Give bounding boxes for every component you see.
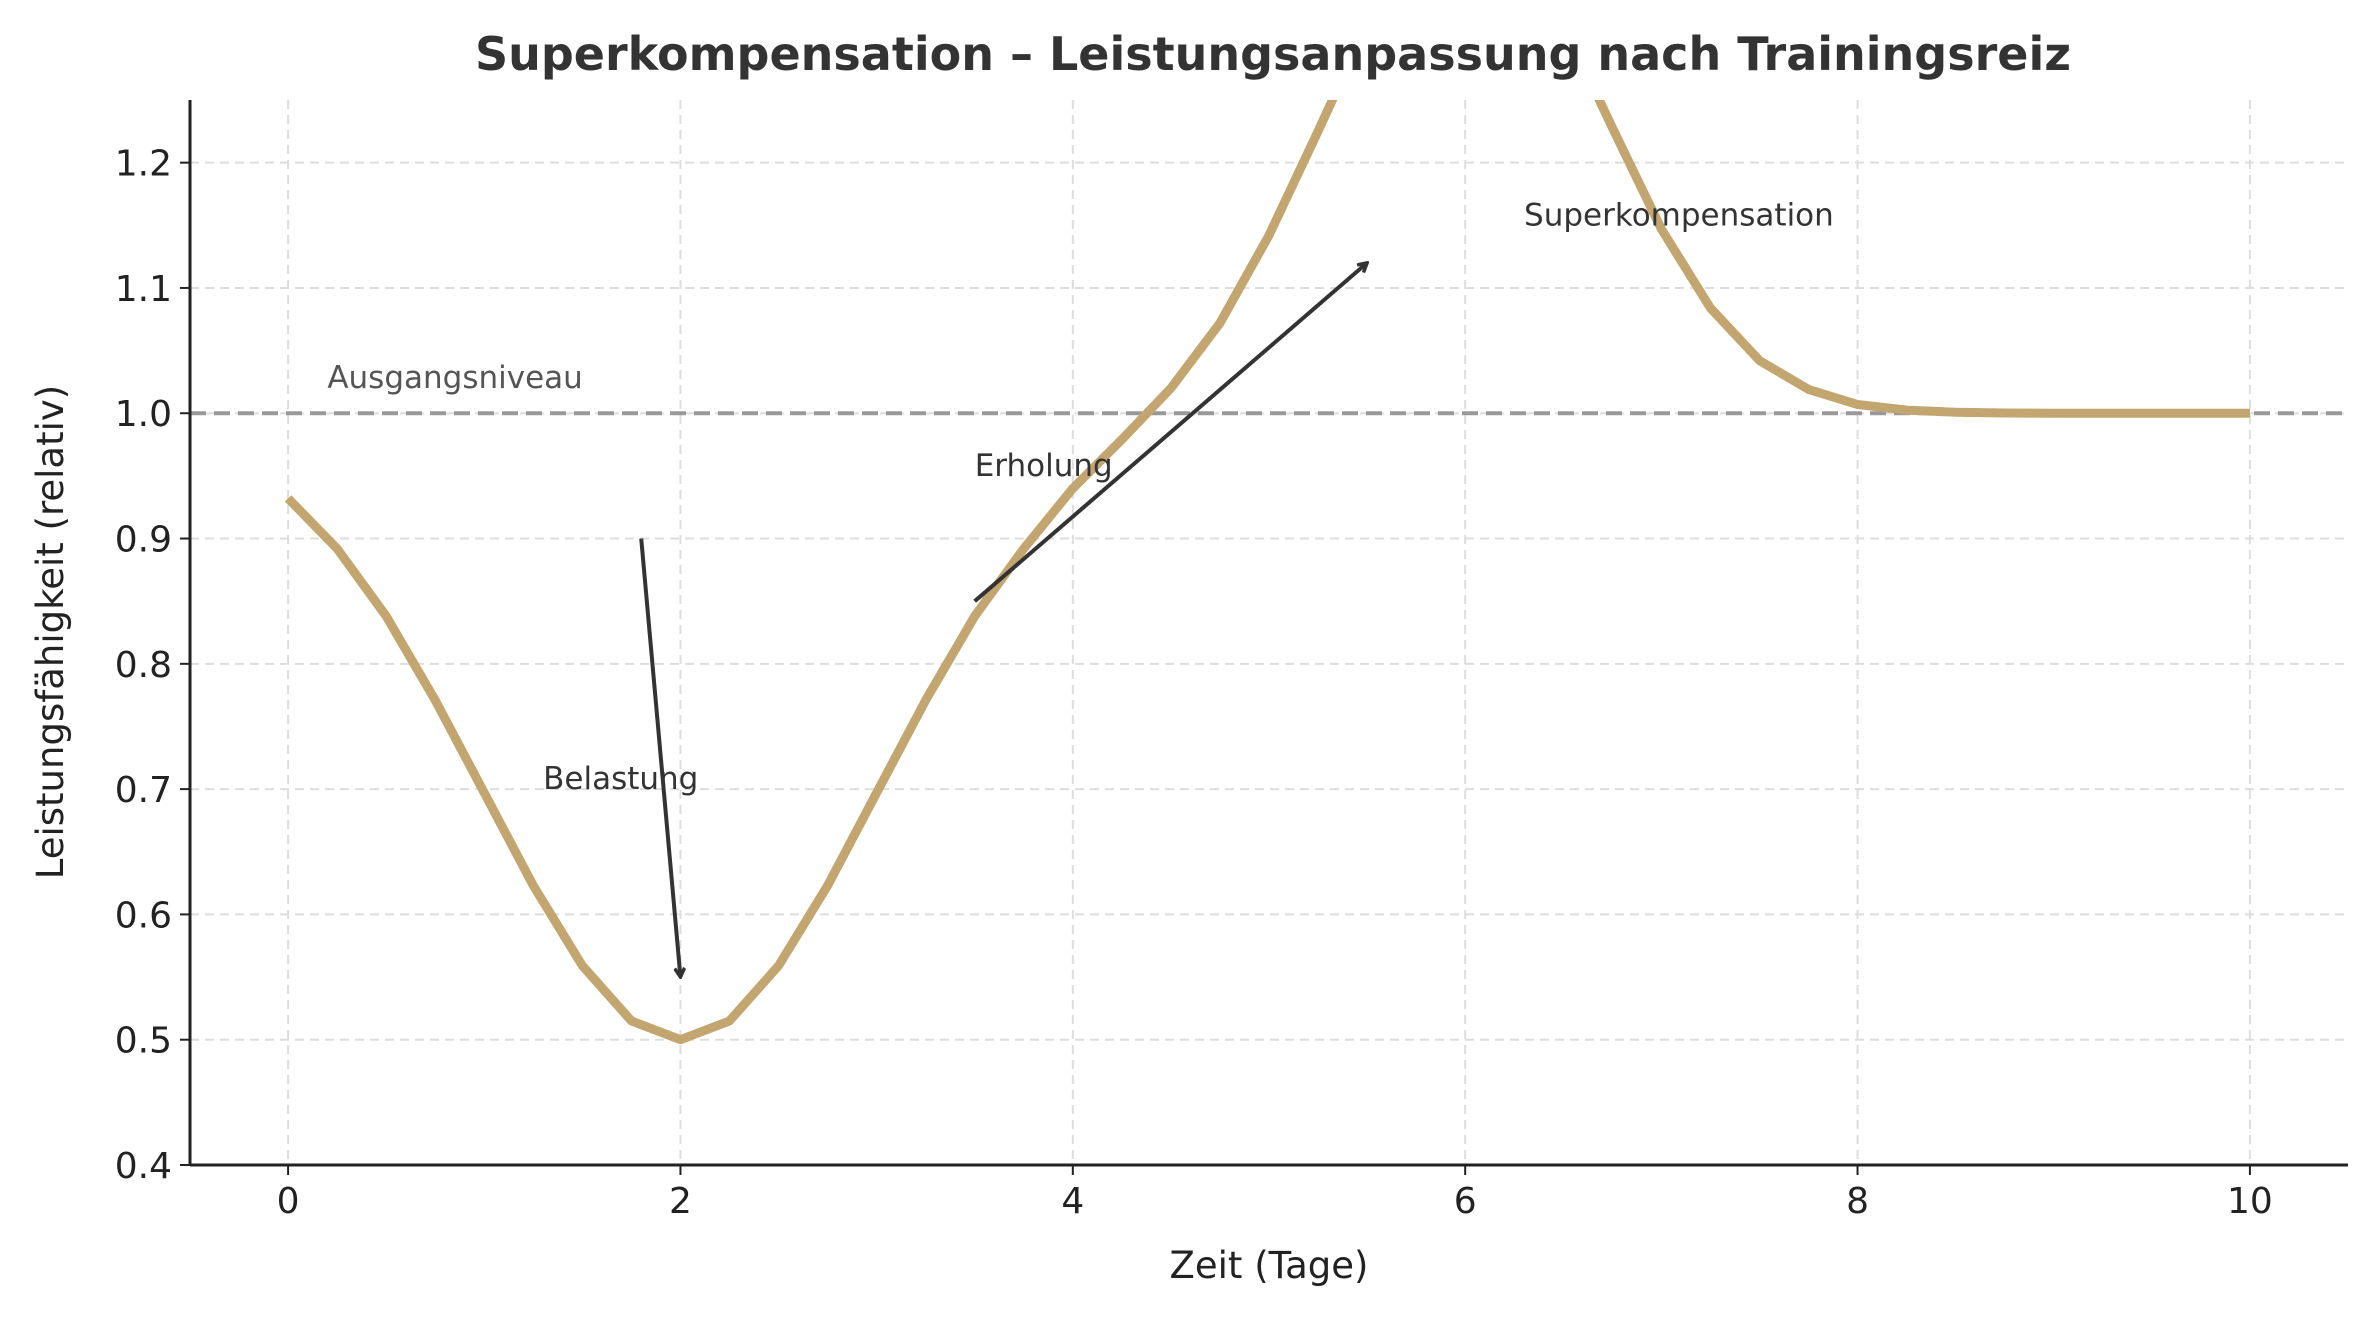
annotation-label: Belastung (543, 761, 698, 797)
y-tick-label: 1.1 (115, 269, 172, 310)
plot-area: Ausgangsniveau Belastung Erholung Superkomp… (190, 100, 2348, 1045)
y-tick-label: 1.2 (115, 144, 172, 185)
x-tick-label: 10 (2227, 1181, 2273, 1222)
x-tick-label: 8 (1846, 1181, 1869, 1222)
y-tick-label: 0.6 (115, 895, 172, 936)
x-tick-label: 6 (1454, 1181, 1477, 1222)
y-tick-label: 0.8 (115, 645, 172, 686)
axes: 0 2 4 6 8 10 0.4 0.5 0.6 0.7 0.8 0.9 1.0 1.1 1.2 (115, 100, 2348, 1222)
grid (190, 100, 2348, 1166)
annotation-label: Erholung (975, 448, 1113, 484)
baseline-label: Ausgangsniveau (327, 360, 582, 396)
annotation-label: Superkompensation (1524, 197, 1834, 233)
y-tick-label: 0.7 (115, 770, 172, 811)
y-tick-label: 1.0 (115, 394, 172, 435)
x-tick-label: 4 (1061, 1181, 1084, 1222)
performance-curve (284, 100, 2250, 1045)
chart-title: Superkompensation – Leistungsanpassung n… (475, 27, 2071, 81)
y-axis-label: Leistungsfähigkeit (relativ) (29, 385, 72, 879)
y-tick-label: 0.5 (115, 1021, 172, 1062)
annotation-arrow (973, 263, 1367, 603)
x-tick-label: 0 (277, 1181, 300, 1222)
annotation-arrow (639, 538, 680, 978)
y-tick-label: 0.4 (115, 1146, 172, 1187)
x-tick-label: 2 (669, 1181, 692, 1222)
x-axis-label: Zeit (Tage) (1170, 1244, 1369, 1287)
y-tick-label: 0.9 (115, 520, 172, 561)
